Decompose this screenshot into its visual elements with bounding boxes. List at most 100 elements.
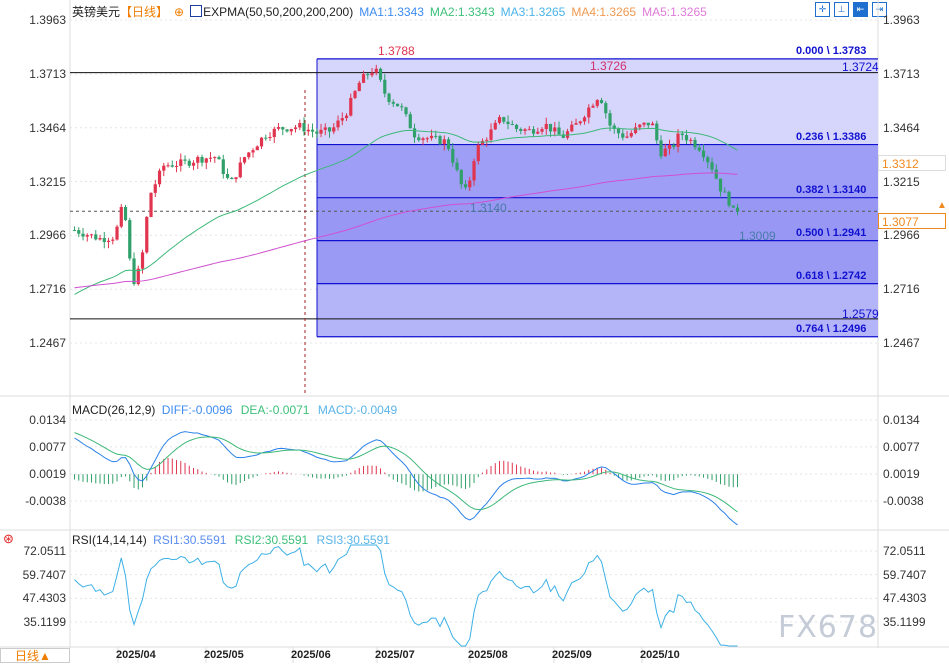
candle-body <box>123 206 128 221</box>
candle-body <box>519 129 523 131</box>
candle-body <box>247 152 251 158</box>
candle-body <box>272 128 276 138</box>
level-label-b: 1.2579 <box>842 307 879 321</box>
candle-body <box>650 123 655 126</box>
period-tab[interactable]: 日线▲ <box>0 648 70 663</box>
candle-body <box>527 129 531 131</box>
candle-body <box>472 161 476 181</box>
price-tick-right: 1.3215 <box>883 174 920 189</box>
symbol-name: 英镑美元 <box>72 5 121 19</box>
candle-body <box>191 162 196 166</box>
candle-body <box>94 234 98 240</box>
candle-body <box>366 74 370 76</box>
candle-body <box>480 140 485 145</box>
crosshair-toggle-icon[interactable]: ⊛ <box>3 531 14 546</box>
annotation-sept-high: 1.3726 <box>590 59 627 73</box>
candle-body <box>170 165 174 167</box>
rsi2-value: RSI2:30.5591 <box>234 533 309 547</box>
candle-body <box>157 170 162 185</box>
candle-body <box>323 127 327 130</box>
candle-body <box>646 122 650 126</box>
candle-body <box>361 74 366 83</box>
candle-body <box>655 123 659 141</box>
annotation-july-low: 1.3140 <box>470 201 507 215</box>
candle-body <box>85 235 89 237</box>
candle-body <box>89 234 94 236</box>
price-tick-right: 1.3713 <box>883 66 920 81</box>
candle-body <box>136 268 140 285</box>
ema50-line <box>74 127 738 295</box>
candle-body <box>455 162 459 170</box>
expma-icon <box>190 5 203 17</box>
candle-body <box>544 123 548 130</box>
candle-body <box>357 82 361 92</box>
macd-tick-left: 0.0134 <box>29 413 66 427</box>
ref-price-marker: 1.3312 <box>878 155 946 171</box>
candle-body <box>319 129 323 134</box>
candle-body <box>442 139 446 145</box>
month-label: 2025/06 <box>291 649 331 661</box>
candle-body <box>689 139 693 141</box>
candle-body <box>217 157 221 160</box>
candle-body <box>132 258 136 285</box>
candle-body <box>302 123 306 132</box>
candle-body <box>425 138 429 140</box>
month-label: 2025/09 <box>552 649 592 661</box>
macd-tick-left: 0.0019 <box>29 467 66 482</box>
candle-body <box>234 177 238 180</box>
candle-body <box>183 159 187 161</box>
period-label[interactable]: 【日线】 <box>120 5 169 19</box>
candle-body <box>446 139 451 149</box>
candle-body <box>344 115 349 119</box>
macd-tick-right: 0.0077 <box>883 439 920 454</box>
price-tick-left: 1.3464 <box>29 120 66 135</box>
level-label-a: 1.3724 <box>842 60 879 74</box>
candle-body <box>115 226 119 240</box>
ma2-value: MA2:1.3343 <box>429 5 495 19</box>
candle-body <box>298 123 302 128</box>
candle-body <box>638 124 642 128</box>
ma4-value: MA4:1.3265 <box>571 5 637 19</box>
candle-body <box>140 252 145 269</box>
candle-body <box>510 123 514 125</box>
rsi-tick-left: 59.7407 <box>22 567 66 582</box>
candle-body <box>723 191 727 193</box>
price-tick-right: 1.3464 <box>883 120 920 135</box>
jump-end-icon[interactable]: ⇥ <box>872 2 887 17</box>
candle-body <box>200 157 204 163</box>
price-tick-left: 1.3215 <box>29 174 66 189</box>
rsi-tick-right: 59.7407 <box>883 567 927 582</box>
candle-body <box>582 117 587 122</box>
candle-body <box>145 216 149 253</box>
candle-body <box>179 159 183 166</box>
candle-body <box>468 180 472 188</box>
candle-body <box>591 105 595 108</box>
fib-level-label: 0.500 \ 1.2941 <box>796 226 867 239</box>
jump-start-icon[interactable]: ⇤ <box>853 2 868 17</box>
ma1-value: MA1:1.3343 <box>359 5 424 19</box>
fib-level-label: 0.236 \ 1.3386 <box>796 130 867 143</box>
candle-body <box>174 165 179 167</box>
crosshair-icon[interactable]: ✛ <box>815 2 830 17</box>
candle-body <box>400 106 404 108</box>
candle-body <box>204 158 208 163</box>
candle-body <box>438 136 442 145</box>
month-label: 2025/08 <box>468 649 508 661</box>
macd-tick-right: 0.0019 <box>883 467 920 482</box>
candle-body <box>98 238 102 240</box>
fib-level-label: 0.382 \ 1.3140 <box>796 183 867 196</box>
candle-body <box>208 157 213 159</box>
candle-body <box>621 133 625 138</box>
settings-icon[interactable]: ⊕ <box>174 5 185 19</box>
macd-header: MACD(26,12,9) DIFF:-0.0096 DEA:-0.0071 M… <box>72 403 397 417</box>
fib-zone <box>317 197 878 241</box>
ema200-line <box>74 172 738 289</box>
candle-body <box>349 97 353 116</box>
candle-body <box>506 121 510 124</box>
range-icon[interactable]: ⊥ <box>834 2 849 17</box>
price-tick-right: 1.2966 <box>883 228 920 243</box>
macd-tick-right: 0.0134 <box>883 413 920 427</box>
candle-body <box>489 129 493 140</box>
candle-body <box>383 79 387 94</box>
